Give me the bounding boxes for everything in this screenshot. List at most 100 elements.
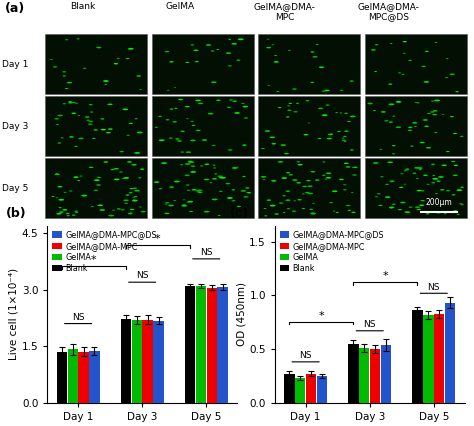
Ellipse shape [431,164,435,165]
FancyBboxPatch shape [258,96,360,156]
Ellipse shape [318,108,323,109]
Ellipse shape [380,176,383,177]
Ellipse shape [232,167,237,169]
Ellipse shape [128,123,133,124]
Ellipse shape [191,189,197,190]
Ellipse shape [124,177,129,179]
Ellipse shape [433,110,438,112]
Ellipse shape [408,130,412,131]
Ellipse shape [191,165,195,167]
Ellipse shape [89,121,93,122]
Ellipse shape [402,41,407,42]
Ellipse shape [167,90,170,91]
Ellipse shape [442,114,445,115]
Ellipse shape [189,211,193,212]
Ellipse shape [103,80,109,82]
Ellipse shape [385,184,389,185]
Ellipse shape [343,189,346,190]
Ellipse shape [214,173,218,174]
Ellipse shape [212,199,218,200]
Ellipse shape [346,166,351,168]
Ellipse shape [347,210,351,211]
Ellipse shape [135,118,138,119]
Ellipse shape [78,138,84,139]
Ellipse shape [191,121,194,122]
Ellipse shape [302,186,307,187]
Ellipse shape [232,101,237,102]
Ellipse shape [120,209,125,210]
Ellipse shape [52,196,55,197]
Ellipse shape [196,190,201,192]
Ellipse shape [182,204,186,206]
Ellipse shape [58,199,64,201]
Ellipse shape [64,192,66,193]
Ellipse shape [183,199,185,200]
Ellipse shape [65,39,68,40]
Ellipse shape [426,147,431,149]
Text: NS: NS [300,351,312,360]
Ellipse shape [333,210,336,211]
Legend: GelMA@DMA-MPC@DS, GelMA@DMA-MPC, GelMA, Blank: GelMA@DMA-MPC@DS, GelMA@DMA-MPC, GelMA, … [51,230,157,273]
Text: NS: NS [136,271,148,280]
Ellipse shape [292,210,296,212]
Ellipse shape [452,194,456,196]
Ellipse shape [398,209,402,210]
Ellipse shape [74,103,78,104]
Ellipse shape [387,161,393,163]
Ellipse shape [270,137,275,138]
Ellipse shape [281,144,286,146]
Ellipse shape [202,139,207,141]
Ellipse shape [450,116,454,117]
Ellipse shape [284,153,289,154]
Ellipse shape [421,190,425,191]
Ellipse shape [216,49,219,50]
Ellipse shape [289,103,292,104]
Ellipse shape [188,161,192,162]
FancyBboxPatch shape [365,35,467,94]
Ellipse shape [306,100,309,101]
Ellipse shape [312,56,318,58]
Ellipse shape [133,197,135,198]
Ellipse shape [244,196,248,198]
Ellipse shape [337,131,341,132]
Ellipse shape [114,178,119,180]
Ellipse shape [267,39,269,40]
Ellipse shape [279,202,283,204]
Text: *: * [319,311,324,321]
Ellipse shape [404,211,410,213]
Text: Day 3: Day 3 [2,122,29,131]
Ellipse shape [454,165,458,166]
Ellipse shape [126,194,129,196]
Ellipse shape [68,101,72,102]
Ellipse shape [159,188,162,189]
Ellipse shape [228,65,232,66]
Ellipse shape [127,161,132,163]
Ellipse shape [423,175,428,176]
Ellipse shape [175,138,180,140]
Ellipse shape [185,106,190,107]
Ellipse shape [416,102,419,104]
Ellipse shape [53,66,57,68]
Ellipse shape [77,180,80,181]
Ellipse shape [285,190,290,192]
Ellipse shape [236,211,239,212]
Ellipse shape [119,172,123,173]
Ellipse shape [190,140,196,141]
Ellipse shape [335,112,338,113]
Ellipse shape [325,89,329,91]
Ellipse shape [420,200,425,201]
FancyBboxPatch shape [152,96,254,156]
Ellipse shape [339,112,342,113]
Ellipse shape [287,109,292,111]
Ellipse shape [178,99,183,101]
Ellipse shape [285,199,291,201]
Ellipse shape [332,190,337,192]
Ellipse shape [173,121,177,123]
Ellipse shape [444,213,447,214]
Ellipse shape [412,173,416,174]
Ellipse shape [373,110,376,111]
Ellipse shape [219,177,224,178]
Ellipse shape [134,152,140,154]
Text: NS: NS [200,248,212,257]
Bar [284,374,294,403]
